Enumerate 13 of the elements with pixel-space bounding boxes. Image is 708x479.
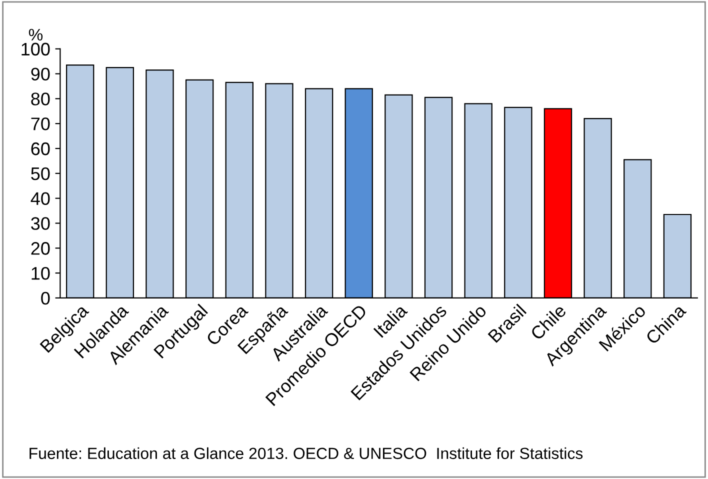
y-tick-label: 80 (31, 92, 50, 106)
y-tick-label: 0 (41, 292, 50, 305)
y-tick-label: 30 (31, 217, 50, 230)
y-tick-label: 10 (32, 266, 50, 280)
y-axis-title: % (28, 28, 43, 41)
y-tick-label: 20 (31, 242, 50, 255)
y-tick-label: 50 (31, 167, 50, 180)
y-tick-label: 70 (31, 118, 50, 130)
y-tick-label: 100 (22, 42, 50, 56)
y-tick-label: 60 (31, 142, 50, 156)
y-tick-label: 40 (30, 192, 50, 206)
source-note: Fuente: Education at a Glance 2013. OECD & UNESCO Institute for Statistics (30, 447, 583, 460)
y-tick-label: 90 (31, 68, 50, 80)
